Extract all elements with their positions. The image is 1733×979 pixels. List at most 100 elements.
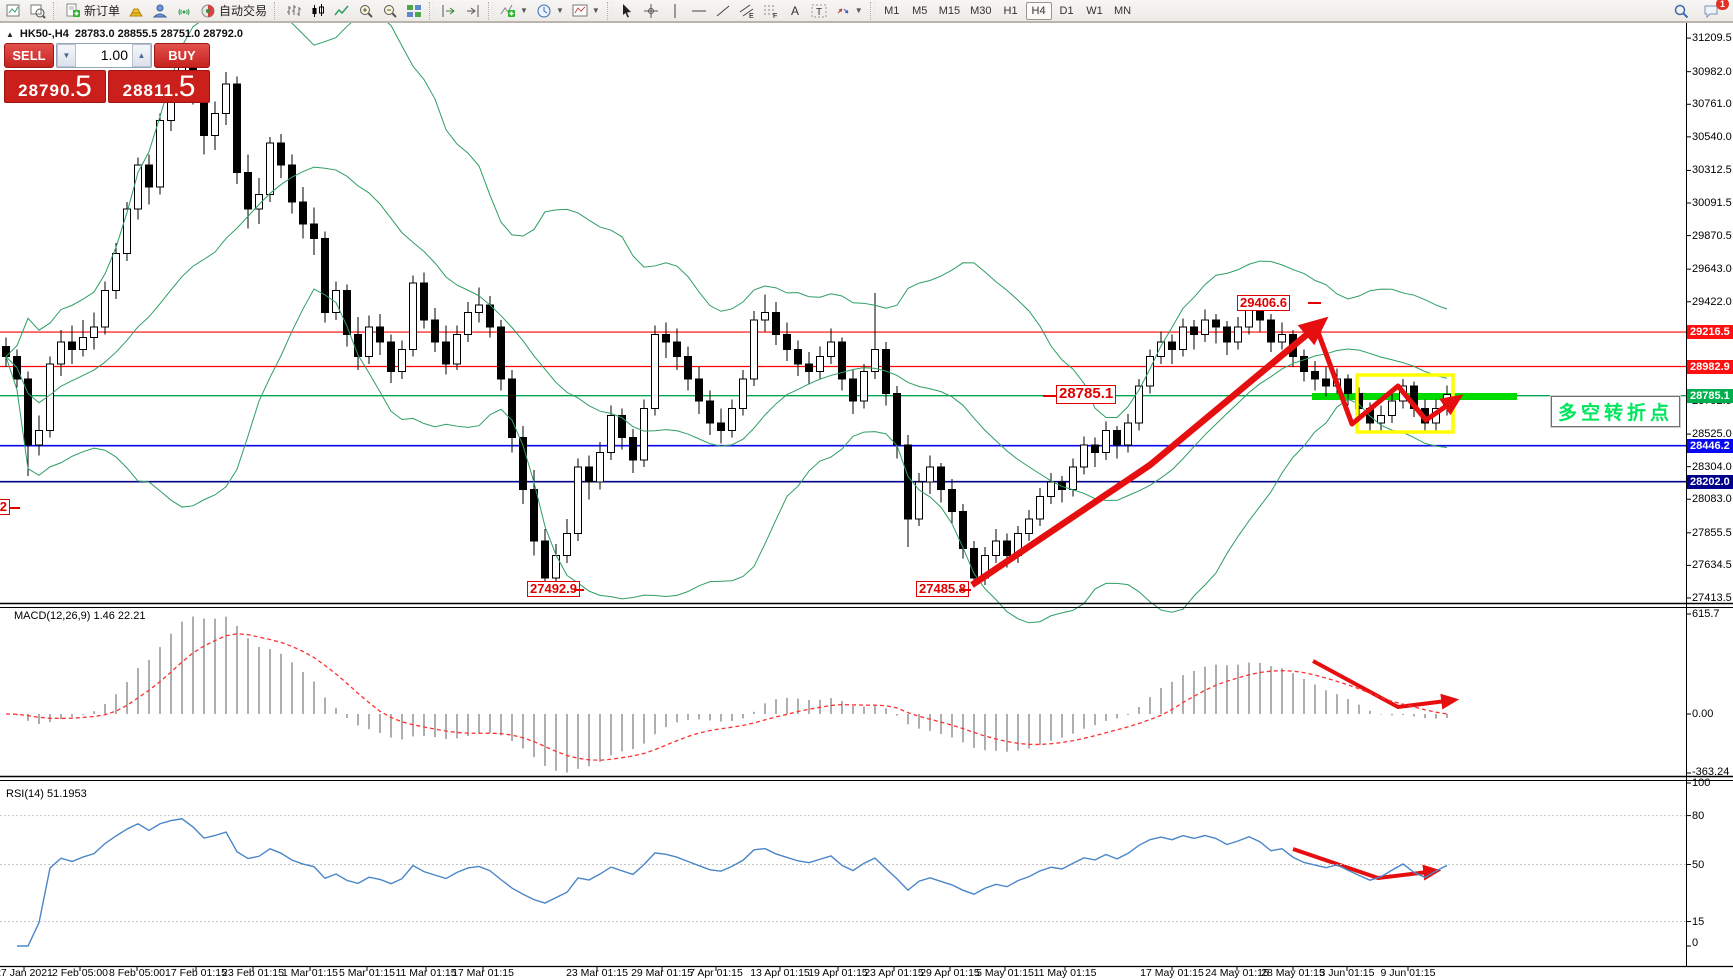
new-order-button-label: 新订单	[84, 4, 121, 18]
sell-price[interactable]: 28790. 5	[4, 70, 106, 103]
rsi-tick: 100	[1692, 777, 1711, 789]
timeframe-h4[interactable]: H4	[1025, 1, 1052, 20]
auto-scroll-icon[interactable]	[437, 1, 461, 21]
price-tick: 27855.5	[1692, 526, 1732, 539]
price-tick: 29870.5	[1692, 229, 1732, 242]
dropdown-caret-icon[interactable]: ▼	[555, 6, 564, 15]
volume-input[interactable]: 1.00	[100, 47, 128, 63]
arrows-tool-icon[interactable]: ▼	[831, 1, 867, 21]
timeframe-h1[interactable]: H1	[1003, 4, 1018, 17]
vertical-line-icon[interactable]	[663, 1, 687, 21]
time-tick-label: 29 Apr 01:15	[920, 967, 980, 979]
new-chart-icon[interactable]	[2, 1, 26, 21]
price-line-tag: 28202.0	[1687, 474, 1733, 489]
community-icon[interactable]	[148, 1, 172, 21]
price-tick: 27413.5	[1692, 592, 1732, 604]
timeframe-d1[interactable]: D1	[1059, 4, 1074, 17]
price-tick: 28083.0	[1692, 493, 1732, 506]
time-tick-label: 17 May 01:15	[1140, 967, 1204, 979]
zoom-out-icon[interactable]	[378, 1, 402, 21]
crosshair-icon[interactable]	[639, 1, 663, 21]
timeframe-w1[interactable]: W1	[1086, 4, 1103, 17]
buy-button[interactable]: BUY	[154, 43, 210, 68]
timeframe-m5[interactable]: M5	[912, 4, 928, 17]
volume-down-button[interactable]: ▼	[57, 44, 76, 67]
period-icon[interactable]: ▼	[532, 1, 568, 21]
rsi-tick: 0	[1692, 937, 1699, 949]
dropdown-caret-icon[interactable]: ▼	[591, 6, 600, 15]
text-label-icon[interactable]: T	[807, 1, 831, 21]
price-tick: 28304.0	[1692, 460, 1732, 473]
rsi-tick: 50	[1692, 858, 1705, 871]
chat-icon[interactable]: 1	[1699, 0, 1729, 21]
toolbar-separator	[488, 1, 494, 20]
time-tick-label: 11 Mar 01:15	[395, 967, 457, 979]
turning-point-text[interactable]: 多空转折点	[1549, 395, 1682, 428]
template-icon[interactable]: ▼	[568, 1, 604, 21]
fibonacci-icon[interactable]: F	[759, 1, 783, 21]
low2-price-label[interactable]: 27485.8	[916, 581, 969, 598]
left-cut-label-dash	[10, 507, 20, 509]
peak-price-label[interactable]: 29406.6	[1237, 295, 1290, 312]
time-tick-label: 28 May 01:15	[1261, 967, 1325, 979]
time-tick-label: 13 Apr 01:15	[750, 967, 810, 979]
volume-up-button[interactable]: ▲	[132, 44, 151, 67]
rsi-tick: 15	[1692, 915, 1705, 928]
zoom-in-icon[interactable]	[354, 1, 378, 21]
price-line-tag: 29216.5	[1687, 325, 1733, 340]
low2-label-dash	[959, 589, 971, 591]
macd-tick: -363.24	[1692, 766, 1730, 778]
time-tick-label: 23 Feb 01:15	[222, 967, 284, 979]
equidistant-channel-icon[interactable]: E	[735, 1, 759, 21]
chart-shift-icon[interactable]	[461, 1, 485, 21]
time-tick-label: 2 Feb 05:00	[51, 967, 109, 979]
signals-icon[interactable]	[172, 1, 196, 21]
collapse-icon[interactable]: ▲	[6, 29, 14, 39]
profiles-icon[interactable]	[26, 1, 50, 21]
dropdown-caret-icon[interactable]: ▼	[854, 6, 863, 15]
left-cut-price-label[interactable]: 2	[0, 499, 10, 516]
timeframe-m15[interactable]: M15	[938, 4, 961, 17]
price-line-tag: 28785.1	[1687, 388, 1733, 403]
time-tick-label: 5 May 01:15	[976, 967, 1034, 979]
buy-price[interactable]: 28811. 5	[108, 70, 210, 103]
macd-tick: 0.00	[1692, 708, 1714, 720]
toolbar-separator	[606, 1, 612, 20]
time-tick-label: 19 Apr 01:15	[808, 967, 868, 979]
horizontal-line-icon[interactable]	[687, 1, 711, 21]
timeframe-toolbar: M1 M5 M15 M30 H1 H4 D1 W1 MN	[878, 1, 1137, 20]
mid-price-label[interactable]: 28785.1	[1056, 385, 1117, 404]
one-click-trade-panel: SELL ▼ 1.00 ▲ BUY 28790. 5 28811. 5	[4, 43, 210, 103]
time-tick-label: 5 Mar 01:15	[338, 967, 396, 979]
search-icon[interactable]	[1669, 1, 1693, 21]
timeframe-m1[interactable]: M1	[884, 4, 900, 17]
candlestick-chart-icon[interactable]	[306, 1, 330, 21]
new-order-button[interactable]: 新订单	[61, 1, 124, 21]
deposit-icon[interactable]	[124, 1, 148, 21]
chat-badge: 1	[1715, 0, 1729, 10]
svg-text:F: F	[773, 13, 777, 19]
trendline-icon[interactable]	[711, 1, 735, 21]
price-tick: 29643.0	[1692, 263, 1732, 276]
timeframe-mn[interactable]: MN	[1113, 4, 1132, 17]
price-tick: 30982.0	[1692, 65, 1732, 78]
text-icon[interactable]: A	[783, 1, 807, 21]
svg-text:A: A	[791, 4, 799, 18]
price-tick: 30540.0	[1692, 130, 1732, 143]
tile-windows-icon[interactable]	[402, 1, 426, 21]
dropdown-caret-icon[interactable]: ▼	[520, 6, 528, 15]
timeframe-m30[interactable]: M30	[970, 4, 992, 17]
sell-button[interactable]: SELL	[4, 43, 54, 68]
svg-text:T: T	[816, 7, 822, 18]
auto-trading-button[interactable]: 自动交易	[196, 1, 271, 21]
time-tick-label: 17 Mar 01:15	[452, 967, 514, 979]
add-indicator-icon[interactable]: ▼	[496, 1, 532, 21]
cursor-icon[interactable]	[615, 1, 639, 21]
time-tick-label: 9 Jun 01:15	[1380, 967, 1436, 979]
line-chart-icon[interactable]	[330, 1, 354, 21]
main-toolbar: 新订单 自动交易 ▼ ▼ ▼ E F A T ▼ M1 M5 M15 M30 H1 H4 D1 W1 MN 1	[0, 0, 1733, 22]
low1-price-label[interactable]: 27492.9	[527, 581, 580, 598]
bar-chart-icon[interactable]	[282, 1, 306, 21]
time-tick-label: 3 Jun 01:15	[1319, 967, 1375, 979]
